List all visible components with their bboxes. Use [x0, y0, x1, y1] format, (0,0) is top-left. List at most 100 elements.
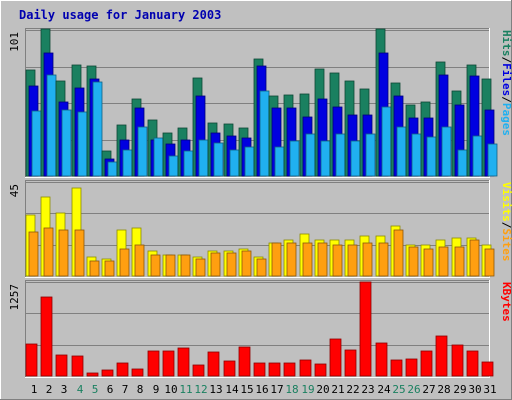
- bar-pages-day-30: [472, 135, 483, 177]
- panel-legend: Hits/Files/Pages: [500, 30, 512, 136]
- bar-kbytes-day-21: [329, 338, 342, 377]
- bar-kbytes-day-31: [481, 361, 494, 377]
- x-tick-label-day-9: 9: [153, 383, 160, 396]
- bar-pages-day-22: [350, 140, 361, 177]
- bar-sites-day-14: [226, 252, 237, 277]
- bar-sites-day-29: [454, 246, 465, 277]
- bar-sites-day-9: [150, 254, 161, 277]
- x-axis-labels: 1 2 3 4 5 6 7 8 9 10 11 12 13 14 15 16 17 18 19 20 21 22 23 24 2…: [31, 383, 497, 396]
- bar-kbytes-day-26: [405, 358, 418, 377]
- x-tick-label-day-25: 25: [392, 383, 405, 396]
- bar-sites-day-30: [469, 239, 480, 277]
- bar-pages-day-29: [457, 149, 468, 177]
- bar-pages-day-31: [487, 143, 498, 177]
- bar-pages-day-17: [274, 146, 285, 177]
- x-tick-label-day-3: 3: [61, 383, 68, 396]
- bar-pages-day-4: [77, 111, 88, 177]
- y-max-label: 101: [8, 32, 21, 52]
- bar-sites-day-15: [241, 250, 252, 277]
- bar-kbytes-day-29: [451, 344, 464, 377]
- bar-kbytes-day-3: [55, 354, 68, 377]
- bar-sites-day-11: [180, 254, 191, 277]
- x-tick-label-day-29: 29: [453, 383, 466, 396]
- x-tick-label-day-22: 22: [346, 383, 359, 396]
- panel-kbytes: 1257 KBytes: [8, 280, 512, 378]
- x-tick-label-day-14: 14: [225, 383, 239, 396]
- legend-entry: /: [500, 57, 512, 64]
- bar-kbytes-day-25: [390, 359, 403, 377]
- bar-sites-day-18: [286, 242, 297, 277]
- bar-kbytes-day-6: [101, 369, 114, 377]
- bar-sites-day-28: [438, 246, 449, 277]
- bar-sites-day-4: [74, 229, 85, 277]
- bar-pages-day-23: [365, 133, 376, 177]
- y-max-label: 1257: [8, 284, 21, 311]
- x-tick-label-day-16: 16: [255, 383, 268, 396]
- x-tick-label-day-20: 20: [316, 383, 329, 396]
- chart-title: Daily usage for January 2003: [19, 8, 221, 22]
- x-tick-label-day-26: 26: [407, 383, 420, 396]
- bar-sites-day-16: [256, 258, 267, 277]
- bar-sites-day-2: [43, 227, 54, 277]
- bar-pages-day-11: [183, 150, 194, 177]
- bar-pages-day-16: [259, 90, 270, 177]
- x-tick-label-day-17: 17: [270, 383, 283, 396]
- x-tick-label-day-24: 24: [377, 383, 391, 396]
- legend-entry: Sites: [500, 228, 512, 261]
- x-tick-label-day-12: 12: [194, 383, 207, 396]
- bar-kbytes-day-19: [299, 359, 312, 377]
- bar-sites-day-26: [408, 246, 419, 277]
- legend-entry: Files: [500, 63, 512, 96]
- x-tick-label-day-27: 27: [422, 383, 435, 396]
- bar-kbytes-day-7: [116, 362, 129, 377]
- panel-hits-files-pages: 101 Hits/Files/Pages: [8, 28, 512, 178]
- bar-pages-day-15: [244, 146, 255, 177]
- x-tick-label-day-15: 15: [240, 383, 253, 396]
- bar-pages-day-27: [426, 136, 437, 177]
- bar-sites-day-27: [423, 248, 434, 277]
- bar-sites-day-7: [119, 248, 130, 277]
- bar-pages-day-18: [289, 140, 300, 177]
- x-tick-label-day-19: 19: [301, 383, 314, 396]
- bar-kbytes-day-20: [314, 363, 327, 377]
- bar-pages-day-14: [229, 149, 240, 177]
- bar-sites-day-25: [393, 229, 404, 277]
- x-tick-label-day-7: 7: [122, 383, 129, 396]
- x-tick-label-day-13: 13: [209, 383, 222, 396]
- bar-kbytes-day-15: [238, 346, 251, 377]
- bar-kbytes-day-5: [86, 372, 99, 377]
- bar-kbytes-day-16: [253, 362, 266, 377]
- legend-entry: Visits: [500, 182, 512, 222]
- bar-sites-day-13: [210, 252, 221, 277]
- x-tick-label-day-5: 5: [92, 383, 99, 396]
- bar-kbytes-day-10: [162, 350, 175, 377]
- x-tick-label-day-23: 23: [361, 383, 374, 396]
- x-tick-label-day-4: 4: [77, 383, 84, 396]
- bar-sites-day-10: [165, 254, 176, 277]
- bar-kbytes-day-17: [268, 362, 281, 377]
- bar-kbytes-day-1: [25, 343, 38, 377]
- bar-kbytes-day-27: [420, 350, 433, 377]
- x-tick-label-day-2: 2: [46, 383, 53, 396]
- bar-kbytes-day-18: [283, 362, 296, 377]
- bar-kbytes-day-9: [147, 350, 160, 377]
- bar-kbytes-day-8: [131, 368, 144, 377]
- bar-pages-day-13: [213, 142, 224, 177]
- bar-sites-day-21: [332, 244, 343, 277]
- bar-kbytes-day-11: [177, 347, 190, 377]
- bar-sites-day-20: [317, 242, 328, 277]
- x-tick-label-day-28: 28: [437, 383, 450, 396]
- bar-kbytes-day-30: [466, 350, 479, 377]
- bar-sites-day-8: [134, 244, 145, 277]
- bar-sites-day-22: [347, 244, 358, 277]
- x-tick-label-day-10: 10: [164, 383, 177, 396]
- bar-kbytes-day-23: [359, 281, 372, 377]
- bar-pages-day-9: [153, 137, 164, 177]
- bar-kbytes-day-13: [207, 351, 220, 377]
- bar-pages-day-8: [137, 126, 148, 177]
- bar-kbytes-day-24: [375, 342, 388, 377]
- bar-pages-day-24: [381, 106, 392, 177]
- bar-pages-day-26: [411, 133, 422, 177]
